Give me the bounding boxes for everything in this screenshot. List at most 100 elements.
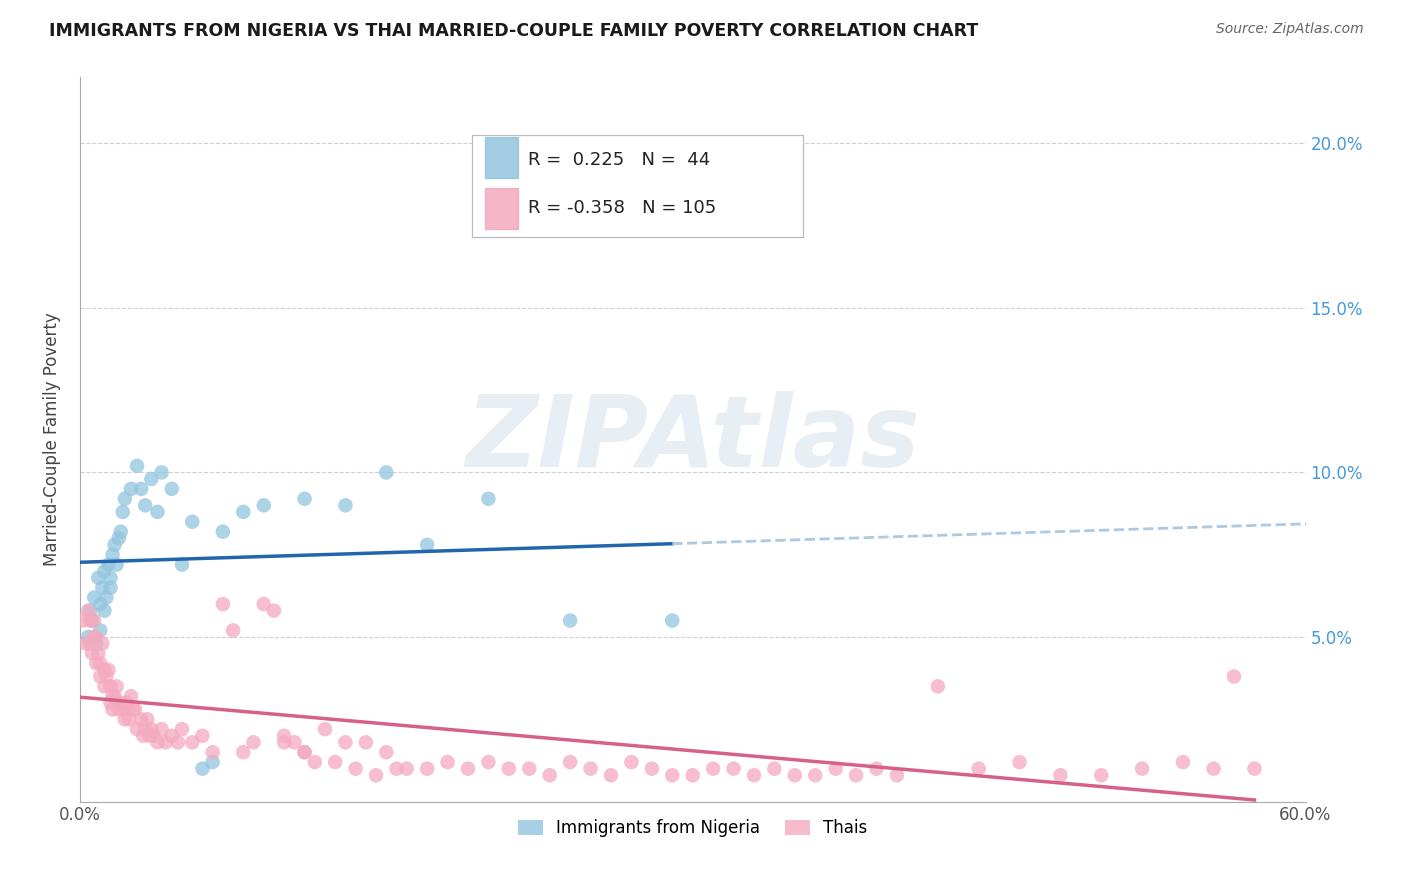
Point	[314, 722, 336, 736]
Point	[89, 657, 111, 671]
Point	[84, 637, 107, 651]
Point	[77, 604, 100, 618]
Point	[141, 722, 163, 736]
Point	[110, 524, 132, 539]
Point	[824, 762, 846, 776]
Point	[1223, 669, 1246, 683]
Point	[804, 768, 827, 782]
Point	[125, 458, 148, 473]
Point	[87, 571, 110, 585]
Point	[641, 762, 664, 776]
Point	[79, 637, 101, 651]
Point	[155, 735, 177, 749]
Point	[723, 762, 745, 776]
Point	[344, 762, 367, 776]
Point	[661, 614, 683, 628]
Point	[886, 768, 908, 782]
Point	[600, 768, 623, 782]
Point	[136, 712, 159, 726]
Text: ZIPAtlas: ZIPAtlas	[465, 391, 920, 488]
Point	[304, 755, 326, 769]
Point	[146, 735, 169, 749]
Point	[212, 524, 235, 539]
Point	[84, 630, 107, 644]
Point	[115, 696, 138, 710]
Point	[141, 472, 163, 486]
Point	[191, 729, 214, 743]
Point	[783, 768, 806, 782]
Point	[105, 558, 128, 572]
Legend: Immigrants from Nigeria, Thais: Immigrants from Nigeria, Thais	[510, 813, 875, 844]
Point	[1243, 762, 1265, 776]
Point	[845, 768, 868, 782]
Y-axis label: Married-Couple Family Poverty: Married-Couple Family Poverty	[44, 312, 60, 566]
Point	[73, 614, 96, 628]
Point	[101, 690, 124, 704]
Point	[125, 722, 148, 736]
Point	[89, 669, 111, 683]
Point	[498, 762, 520, 776]
Point	[181, 735, 204, 749]
Point	[146, 505, 169, 519]
Point	[416, 538, 439, 552]
Point	[323, 755, 346, 769]
Point	[364, 768, 387, 782]
Point	[702, 762, 724, 776]
Point	[263, 604, 285, 618]
Point	[93, 604, 115, 618]
Point	[87, 647, 110, 661]
Point	[273, 735, 295, 749]
Point	[283, 735, 305, 749]
Point	[93, 564, 115, 578]
Point	[82, 614, 104, 628]
Point	[150, 722, 173, 736]
Point	[93, 663, 115, 677]
Point	[138, 729, 160, 743]
Point	[132, 729, 155, 743]
Point	[253, 499, 276, 513]
Point	[1090, 768, 1112, 782]
Point	[83, 614, 105, 628]
Point	[104, 538, 127, 552]
Point	[134, 499, 156, 513]
Point	[160, 482, 183, 496]
Point	[242, 735, 264, 749]
Point	[129, 712, 152, 726]
Point	[212, 597, 235, 611]
Point	[111, 505, 134, 519]
Point	[97, 558, 120, 572]
Point	[89, 624, 111, 638]
Point	[97, 663, 120, 677]
Point	[77, 630, 100, 644]
Point	[104, 690, 127, 704]
Point	[191, 762, 214, 776]
Point	[167, 735, 190, 749]
Point	[375, 466, 398, 480]
Point	[75, 637, 97, 651]
Point	[1008, 755, 1031, 769]
Point	[294, 745, 316, 759]
Point	[89, 597, 111, 611]
Point	[865, 762, 887, 776]
Point	[517, 762, 540, 776]
Point	[114, 712, 136, 726]
Point	[83, 591, 105, 605]
Point	[763, 762, 786, 776]
Point	[436, 755, 458, 769]
Point	[232, 505, 254, 519]
Point	[83, 630, 105, 644]
Point	[1130, 762, 1153, 776]
Point	[335, 735, 357, 749]
Point	[129, 482, 152, 496]
Point	[232, 745, 254, 759]
Point	[105, 679, 128, 693]
Point	[558, 755, 581, 769]
Point	[1049, 768, 1071, 782]
Point	[1202, 762, 1225, 776]
Point	[416, 762, 439, 776]
Point	[620, 755, 643, 769]
Point	[682, 768, 704, 782]
Point	[273, 729, 295, 743]
Point	[82, 647, 104, 661]
Point	[170, 722, 193, 736]
